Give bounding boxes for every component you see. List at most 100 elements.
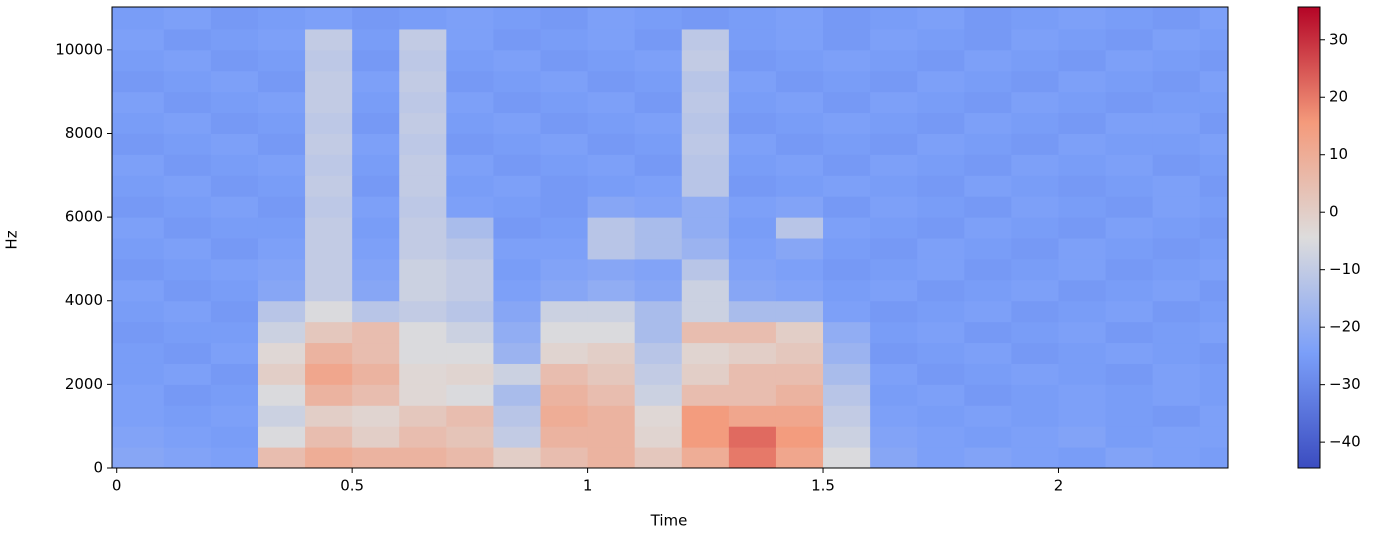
heatmap-cell	[493, 28, 542, 51]
heatmap-cell	[728, 258, 777, 281]
heatmap-cell	[634, 7, 683, 30]
heatmap-cell	[1105, 405, 1154, 427]
heatmap-cell	[112, 342, 165, 364]
heatmap-cell	[493, 279, 542, 302]
heatmap-cell	[305, 300, 353, 323]
heatmap-cell	[587, 7, 636, 30]
heatmap-cell	[352, 28, 400, 51]
heatmap-cell	[870, 279, 918, 302]
x-tick-label: 2	[1054, 477, 1064, 495]
heatmap-cell	[1199, 133, 1228, 155]
heatmap-cell	[493, 384, 542, 406]
heatmap-cell	[1152, 175, 1201, 197]
heatmap-cell	[112, 279, 165, 302]
heatmap-cell	[210, 384, 259, 406]
heatmap-cell	[163, 7, 212, 30]
heatmap-cell	[964, 238, 1012, 260]
heatmap-cell	[1199, 258, 1228, 281]
heatmap-cell	[257, 342, 306, 364]
heatmap-cell	[446, 49, 494, 72]
heatmap-cell	[399, 426, 447, 448]
heatmap-cell	[917, 258, 965, 281]
heatmap-cell	[112, 7, 165, 30]
heatmap-cell	[1105, 342, 1154, 364]
heatmap-cell	[112, 70, 165, 93]
heatmap-cell	[446, 133, 494, 155]
heatmap-cell	[1105, 28, 1154, 51]
heatmap-cell	[446, 238, 494, 260]
heatmap-cell	[446, 70, 494, 93]
heatmap-cell	[728, 279, 777, 302]
heatmap-cell	[305, 91, 353, 114]
heatmap-cell	[728, 49, 777, 72]
heatmap-cell	[210, 196, 259, 218]
heatmap-cell	[352, 300, 400, 323]
heatmap-cell	[540, 28, 589, 51]
heatmap-cell	[1105, 7, 1154, 30]
heatmap-cell	[823, 175, 871, 197]
heatmap-cell	[163, 384, 212, 406]
heatmap-cell	[823, 49, 871, 72]
heatmap-cell	[634, 133, 683, 155]
colorbar-tick-label: −20	[1329, 318, 1361, 336]
heatmap-cell	[870, 217, 918, 239]
heatmap-cell	[634, 238, 683, 260]
heatmap-cell	[587, 321, 636, 344]
heatmap-cell	[1199, 342, 1228, 364]
heatmap-cell	[1058, 112, 1107, 134]
heatmap-cell	[1152, 91, 1201, 114]
heatmap-cell	[917, 154, 965, 176]
heatmap-cell	[210, 217, 259, 239]
heatmap-cell	[1058, 196, 1107, 218]
heatmap-cell	[775, 7, 824, 30]
heatmap-cell	[681, 447, 730, 468]
heatmap-cell	[352, 384, 400, 406]
heatmap-cell	[917, 405, 965, 427]
heatmap-cell	[493, 363, 542, 385]
heatmap-cell	[1011, 258, 1059, 281]
heatmap-cell	[112, 196, 165, 218]
heatmap-cell	[1011, 321, 1059, 344]
heatmap-cell	[1199, 28, 1228, 51]
heatmap-cell	[540, 175, 589, 197]
heatmap-cell	[587, 154, 636, 176]
heatmap-cell	[399, 28, 447, 51]
heatmap-cell	[1011, 49, 1059, 72]
heatmap-cell	[587, 133, 636, 155]
y-axis-label: Hz	[3, 230, 21, 249]
heatmap-cell	[1058, 91, 1107, 114]
heatmap-cell	[446, 426, 494, 448]
heatmap-cell	[1105, 300, 1154, 323]
heatmap-cell	[1058, 7, 1107, 30]
heatmap-cell	[112, 363, 165, 385]
heatmap-cell	[917, 112, 965, 134]
heatmap-cell	[823, 217, 871, 239]
heatmap-cell	[775, 363, 824, 385]
heatmap-cell	[587, 217, 636, 239]
heatmap-cell	[870, 7, 918, 30]
heatmap-cell	[1011, 238, 1059, 260]
heatmap-cell	[352, 70, 400, 93]
heatmap-cell	[634, 300, 683, 323]
heatmap-cell	[1199, 175, 1228, 197]
heatmap-cell	[1058, 426, 1107, 448]
heatmap-cell	[1152, 426, 1201, 448]
heatmap-cell	[399, 300, 447, 323]
heatmap-cell	[163, 342, 212, 364]
heatmap-cell	[305, 447, 353, 468]
heatmap-cell	[823, 133, 871, 155]
heatmap-cell	[399, 447, 447, 468]
heatmap-cell	[352, 342, 400, 364]
heatmap-cell	[210, 405, 259, 427]
heatmap-cell	[681, 321, 730, 344]
heatmap-cell	[775, 28, 824, 51]
heatmap-cell	[446, 300, 494, 323]
heatmap-cell	[210, 321, 259, 344]
heatmap-cell	[823, 70, 871, 93]
heatmap-cell	[870, 91, 918, 114]
heatmap-cell	[446, 196, 494, 218]
heatmap-cell	[1152, 196, 1201, 218]
heatmap-cell	[634, 405, 683, 427]
heatmap-cell	[210, 279, 259, 302]
heatmap-cell	[305, 112, 353, 134]
